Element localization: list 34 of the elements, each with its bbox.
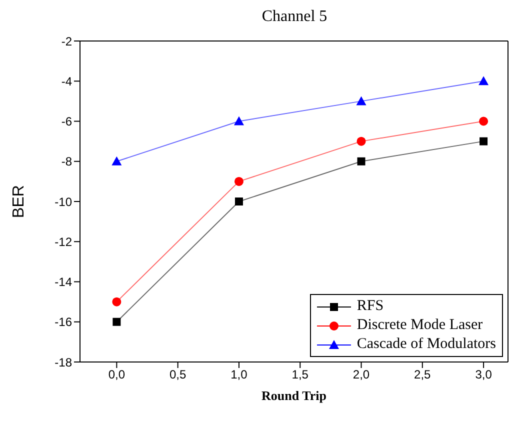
x-tick-label: 2,0 — [352, 368, 370, 382]
y-tick-label: -14 — [54, 275, 72, 290]
point — [234, 176, 244, 186]
point — [357, 157, 366, 166]
point — [479, 116, 488, 126]
y-tick-label: -18 — [54, 355, 72, 370]
y-tick-label: -16 — [54, 315, 72, 330]
point — [356, 136, 366, 146]
x-tick-label: 1,5 — [292, 368, 309, 382]
y-tick-label: -4 — [61, 74, 72, 88]
x-tick-label: 0,5 — [169, 368, 186, 382]
y-tick-label: -6 — [61, 114, 72, 129]
point — [112, 156, 122, 166]
legend-label: Cascade of Modulators — [356, 335, 496, 354]
legend-label: RFS — [356, 297, 384, 316]
y-tick-label: -8 — [61, 154, 72, 169]
y-tick-label: -12 — [54, 234, 72, 249]
x-axis-title: Round Trip — [262, 388, 326, 403]
point — [480, 137, 488, 146]
x-tick-label: 2,5 — [414, 368, 432, 382]
x-tick-label: 1,0 — [230, 368, 248, 382]
y-axis-title: BER — [10, 185, 28, 218]
chart-title: Channel 5 — [260, 8, 328, 27]
point — [112, 297, 122, 306]
point — [234, 198, 243, 206]
point — [356, 96, 366, 106]
point — [112, 318, 121, 326]
legend-label: Discrete Mode Laser — [356, 316, 483, 335]
x-tick-label: 0,0 — [108, 368, 126, 382]
x-tick-label: 3,0 — [475, 368, 492, 382]
y-tick-label: -2 — [61, 34, 72, 48]
point — [478, 76, 489, 86]
point — [234, 116, 244, 126]
y-tick-label: -10 — [54, 194, 72, 209]
